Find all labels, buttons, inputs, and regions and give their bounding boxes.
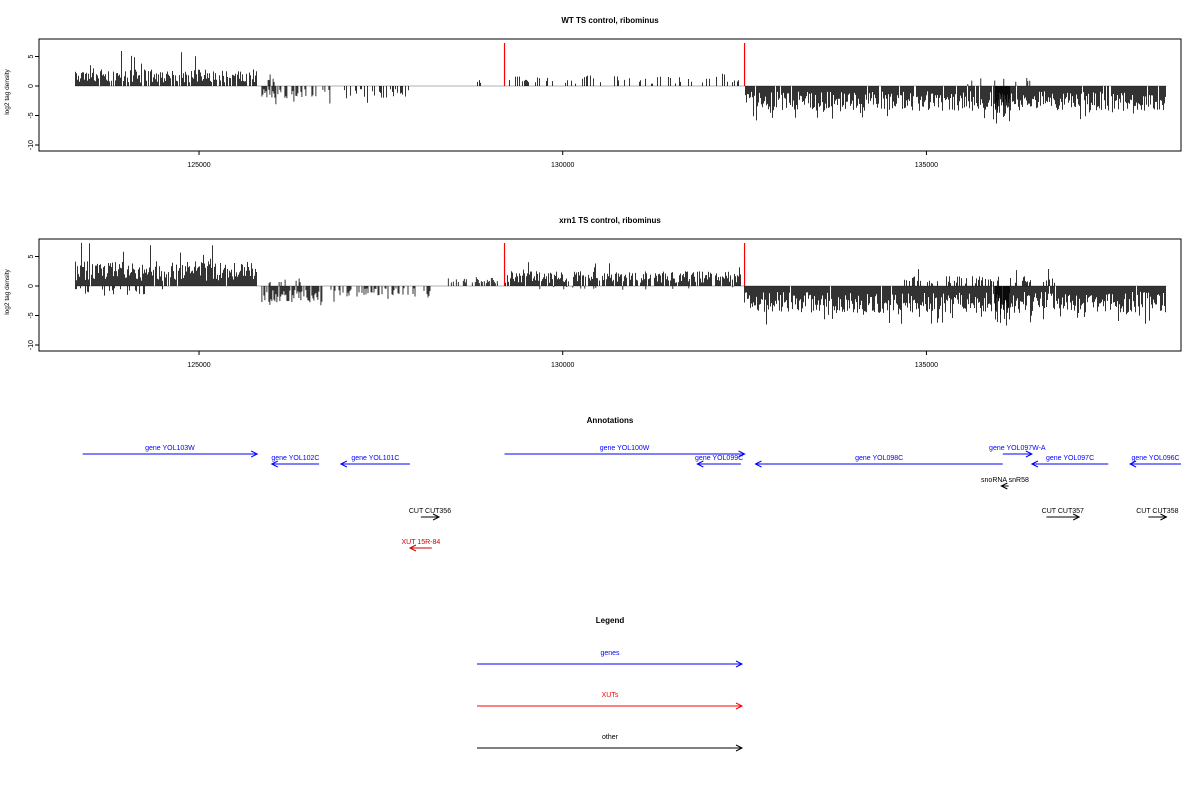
annotation-feature: XUT 15R-84 [401,539,440,552]
y-tick-label: 5 [28,54,35,58]
y-tick-label: -5 [28,112,35,118]
xrn1-track-panel: xrn1 TS control, ribominus log2 tag dens… [4,216,1182,369]
wt-track-bars [75,43,1167,124]
annotation-arrowhead [339,460,348,468]
annotation-label: gene YOL097W-A [989,445,1046,452]
y-tick-label: -5 [28,312,35,318]
annotation-label: gene YOL097C [1046,455,1094,462]
wt-track-ylabel: log2 tag density [4,68,11,114]
wt-track-title: WT TS control, ribominus [561,16,659,25]
x-tick-label: 130000 [551,362,574,369]
annotation-feature: gene YOL101C [339,455,410,468]
y-tick-label: 5 [28,254,35,258]
annotation-arrowhead [754,460,762,468]
annotation-label: gene YOL101C [351,455,399,462]
x-tick-label: 135000 [915,362,938,369]
annotation-features: gene YOL103W gene YOL102C gene YOL101C gene… [82,445,1181,552]
legend-panel: Legend genes XUTs other [477,616,744,752]
wt-track-plot-frame [38,38,1182,152]
annotation-feature: gene YOL103W [82,445,259,458]
legend-items: genes XUTs other [477,650,744,752]
legend-title: Legend [596,616,625,625]
xrn1-track-axes: 5 0 -5 -10 125000 130000 135000 [28,254,938,369]
legend-arrowhead [735,744,744,752]
y-tick-label: 0 [28,84,35,88]
annotation-feature: CUT CUT358 [1136,508,1179,521]
y-tick-label: -10 [28,140,35,150]
legend-item: other [477,734,744,752]
annotation-label: gene YOL100W [600,445,650,452]
annotation-feature: gene YOL099C [695,455,743,468]
annotation-arrowhead [1160,513,1168,521]
annotation-label: gene YOL102C [271,455,319,462]
annotation-arrowhead [1030,460,1039,468]
annotation-label: gene YOL103W [145,445,195,452]
annotation-arrowhead [432,513,441,521]
annotation-label: CUT CUT358 [1136,508,1178,515]
legend-item: genes [477,650,744,668]
annotation-arrowhead [1000,482,1008,490]
annotations-title: Annotations [587,416,634,425]
annotation-feature: CUT CUT357 [1042,508,1084,521]
annotation-arrowhead [250,450,259,458]
annotation-feature: gene YOL102C [270,455,319,468]
annotation-arrowhead [270,460,278,468]
legend-label: XUTs [602,692,619,699]
legend-label: other [602,734,619,741]
wt-track-axes: 5 0 -5 -10 125000 130000 135000 [28,54,938,169]
legend-label: genes [600,650,620,657]
annotation-label: gene YOL098C [855,455,903,462]
annotation-arrowhead [1072,513,1081,521]
y-tick-label: 0 [28,284,35,288]
annotation-label: snoRNA snR58 [981,477,1029,484]
xrn1-track-title: xrn1 TS control, ribominus [559,216,661,225]
legend-arrowhead [735,702,744,710]
annotation-feature: gene YOL097C [1030,455,1109,468]
wt-track-panel: WT TS control, ribominus log2 tag densit… [4,16,1182,169]
annotation-label: gene YOL096C [1131,455,1179,462]
x-tick-label: 135000 [915,162,938,169]
annotation-label: XUT 15R-84 [401,539,440,546]
x-tick-label: 125000 [187,162,210,169]
annotation-feature: gene YOL097W-A [989,445,1046,458]
xrn1-track-bars [75,242,1167,326]
xrn1-track-plot-frame [38,238,1182,352]
x-tick-label: 130000 [551,162,574,169]
legend-arrowhead [735,660,744,668]
annotation-feature: gene YOL098C [754,455,1003,468]
annotation-feature: snoRNA snR58 [981,477,1029,490]
annotation-arrowhead [1025,450,1034,458]
annotation-label: CUT CUT357 [1042,508,1084,515]
annotation-feature: gene YOL096C [1128,455,1181,468]
annotation-arrowhead [738,450,746,458]
xrn1-track-ylabel: log2 tag density [4,268,11,314]
annotation-arrowhead [1128,460,1137,468]
x-tick-label: 125000 [187,362,210,369]
annotation-feature: gene YOL100W [504,445,746,458]
y-tick-label: -10 [28,340,35,350]
annotation-feature: CUT CUT356 [409,508,451,521]
annotation-arrowhead [408,544,417,552]
annotation-label: gene YOL099C [695,455,743,462]
annotation-label: CUT CUT356 [409,508,451,515]
annotation-arrowhead [696,460,704,468]
legend-item: XUTs [477,692,744,710]
